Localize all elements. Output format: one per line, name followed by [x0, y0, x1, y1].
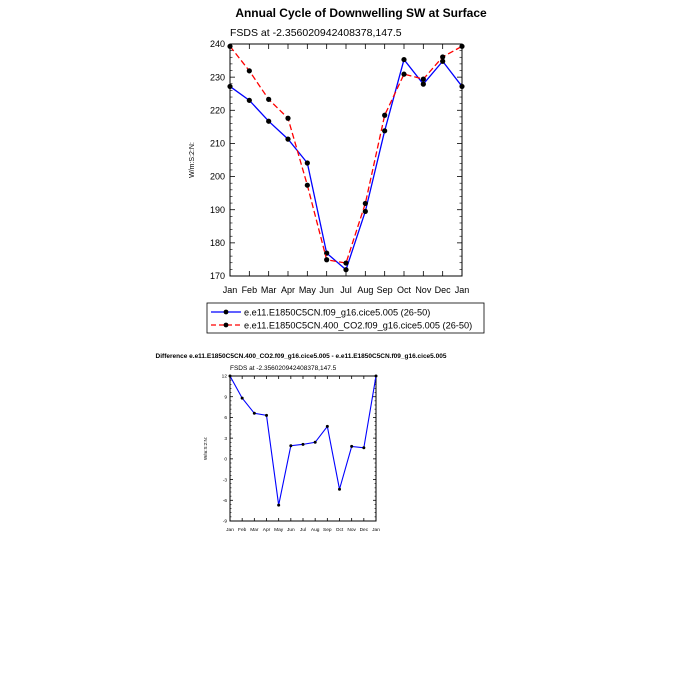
data-point — [324, 250, 330, 256]
y-tick-label: 0 — [224, 457, 227, 463]
data-point — [440, 58, 446, 64]
data-point — [246, 97, 252, 103]
data-point — [362, 208, 368, 214]
chart-title: Difference e.e11.E1850C5CN.400_CO2.f09_g… — [156, 353, 447, 360]
legend-label-2: e.e11.E1850C5CN.400_CO2.f09_g16.cice5.00… — [244, 321, 472, 331]
x-tick-label: Jan — [226, 527, 234, 533]
chart-1: Annual Cycle of Downwelling SW at Surfac… — [189, 6, 487, 334]
x-tick-label: Jan — [455, 285, 470, 295]
data-point — [401, 56, 407, 63]
x-tick-label: Jan — [223, 285, 238, 295]
data-point — [459, 83, 465, 90]
data-point — [343, 260, 349, 266]
y-tick-label: 200 — [210, 172, 225, 182]
x-tick-label: May — [299, 285, 317, 295]
data-point — [304, 160, 310, 166]
x-tick-label: Aug — [311, 527, 320, 533]
data-point — [374, 374, 378, 378]
y-tick-label: 3 — [224, 436, 227, 442]
legend-marker — [223, 309, 229, 315]
series-line-1 — [229, 375, 377, 506]
chart-2: Difference e.e11.E1850C5CN.400_CO2.f09_g… — [156, 353, 447, 533]
data-point — [343, 267, 349, 273]
y-tick-label: 6 — [224, 415, 227, 421]
data-point — [252, 411, 256, 415]
data-point — [420, 81, 426, 87]
x-tick-label: Feb — [242, 285, 258, 295]
data-point — [285, 115, 291, 121]
data-point — [382, 128, 388, 134]
data-point — [440, 54, 446, 60]
data-point — [228, 374, 232, 378]
y-tick-label: 230 — [210, 72, 225, 82]
y-tick-label: 240 — [210, 39, 225, 49]
x-tick-label: Jul — [340, 285, 352, 295]
x-tick-label: Apr — [281, 285, 295, 295]
y-tick-label: -6 — [223, 498, 228, 504]
data-point — [227, 83, 233, 90]
y-tick-label: 190 — [210, 205, 225, 215]
data-point — [266, 96, 272, 102]
y-axis-label: W/m:S:2:N: — [189, 142, 196, 178]
x-tick-label: Dec — [360, 527, 369, 533]
x-tick-label: Sep — [377, 285, 393, 295]
chart-title: Annual Cycle of Downwelling SW at Surfac… — [235, 6, 487, 20]
data-point — [240, 396, 244, 400]
x-tick-label: Nov — [347, 527, 356, 533]
x-tick-label: Mar — [261, 285, 277, 295]
y-axis-label: W/m:S:2:N: — [203, 437, 208, 460]
data-point — [301, 442, 305, 446]
data-point — [227, 43, 233, 49]
legend-label-1: e.e11.E1850C5CN.f09_g16.cice5.005 (26-50… — [244, 308, 430, 318]
data-point — [350, 444, 354, 448]
data-point — [324, 257, 330, 263]
y-tick-label: 220 — [210, 105, 225, 115]
x-tick-label: Aug — [357, 285, 373, 295]
y-tick-label: -9 — [223, 519, 228, 525]
data-point — [246, 68, 252, 74]
data-point — [277, 503, 281, 507]
data-point — [362, 200, 368, 207]
y-tick-label: 9 — [224, 394, 227, 400]
x-tick-label: Dec — [435, 285, 452, 295]
data-point — [304, 182, 310, 188]
data-point — [401, 71, 407, 77]
plot-frame — [229, 375, 377, 522]
x-tick-label: May — [274, 527, 284, 533]
data-point — [382, 112, 388, 118]
data-point — [266, 118, 272, 124]
x-tick-label: Sep — [323, 527, 332, 533]
x-tick-label: Jun — [287, 527, 295, 533]
y-tick-label: 170 — [210, 271, 225, 281]
x-tick-label: Feb — [238, 527, 247, 533]
legend-box — [206, 302, 485, 334]
chart-subtitle: FSDS at -2.356020942408378,147.5 — [230, 27, 402, 39]
data-point — [459, 43, 465, 49]
x-tick-label: Apr — [263, 527, 271, 533]
data-point — [265, 413, 268, 417]
x-tick-label: Oct — [336, 527, 344, 533]
y-tick-label: 210 — [210, 139, 225, 149]
series-line-1 — [229, 58, 463, 271]
y-tick-label: -3 — [223, 477, 228, 483]
chart-subtitle: FSDS at -2.356020942408378,147.5 — [230, 365, 337, 372]
data-point — [420, 76, 426, 82]
data-point — [325, 424, 329, 428]
legend-marker — [223, 322, 229, 328]
data-point — [362, 446, 366, 450]
x-tick-label: Mar — [250, 527, 259, 533]
x-tick-label: Jun — [319, 285, 334, 295]
x-tick-label: Oct — [397, 285, 412, 295]
x-tick-label: Jul — [300, 527, 306, 533]
data-point — [285, 136, 291, 142]
y-tick-label: 180 — [210, 238, 225, 248]
x-tick-label: Nov — [415, 285, 432, 295]
data-point — [338, 487, 341, 491]
data-point — [289, 444, 293, 448]
y-tick-label: 12 — [222, 374, 228, 380]
data-point — [313, 440, 317, 444]
x-tick-label: Jan — [372, 527, 380, 533]
legend: e.e11.E1850C5CN.f09_g16.cice5.005 (26-50… — [206, 302, 485, 334]
